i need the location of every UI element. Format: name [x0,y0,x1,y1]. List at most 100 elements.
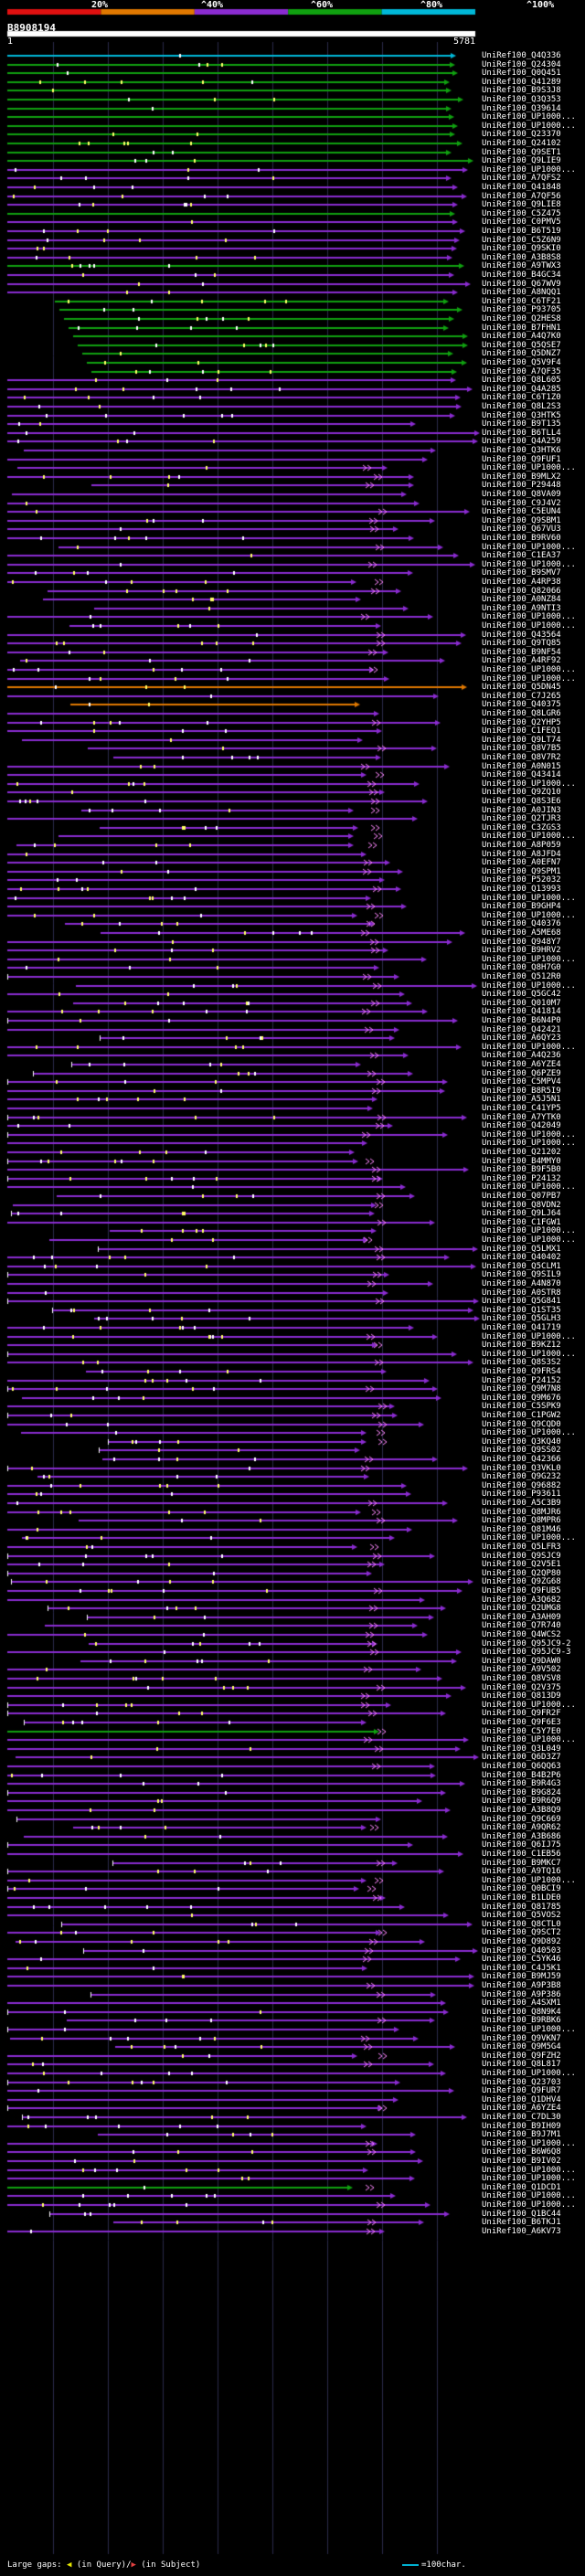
hit-label[interactable]: UniRef100_Q9ZQ10 [482,788,561,798]
hit-label[interactable]: UniRef100_UP1000... [482,910,576,920]
hit-label[interactable]: UniRef100_Q40402 [482,1253,561,1263]
hit-label[interactable]: UniRef100_Q9LT74 [482,735,561,745]
hit-label[interactable]: UniRef100_Q41848 [482,183,561,192]
hit-label[interactable]: UniRef100_C1FGW1 [482,1217,561,1227]
hit-label[interactable]: UniRef100_Q9FZH2 [482,2051,561,2061]
hit-label[interactable]: UniRef100_A3B8Q9 [482,1806,561,1815]
hit-label[interactable]: UniRef100_A3B8S8 [482,252,561,262]
hit-label[interactable]: UniRef100_B9J7M1 [482,2130,561,2140]
hit-label[interactable]: UniRef100_A9V502 [482,1665,561,1675]
hit-label[interactable]: UniRef100_UP1000... [482,832,576,842]
hit-label[interactable]: UniRef100_Q4A259 [482,437,561,447]
hit-label[interactable]: UniRef100_A4N870 [482,1279,561,1288]
hit-label[interactable]: UniRef100_A9NTI3 [482,603,561,613]
hit-label[interactable]: UniRef100_C6TF21 [482,296,561,306]
hit-label[interactable]: UniRef100_C5SPK9 [482,1402,561,1412]
hit-label[interactable]: UniRef100_UP1000... [482,121,576,131]
hit-label[interactable]: UniRef100_Q39614 [482,103,561,113]
hit-label[interactable]: UniRef100_UP1000... [482,463,576,473]
hit-label[interactable]: UniRef100_A0STR8 [482,1288,561,1298]
hit-label[interactable]: UniRef100_A8NQQ1 [482,288,561,298]
hit-label[interactable]: UniRef100_A9P3B8 [482,1981,561,1990]
hit-label[interactable]: UniRef100_Q21202 [482,1148,561,1157]
hit-label[interactable]: UniRef100_B9IH09 [482,2121,561,2131]
hit-label[interactable]: UniRef100_Q9SCT2 [482,1928,561,1938]
hit-label[interactable]: UniRef100_Q43564 [482,630,561,640]
hit-label[interactable]: UniRef100_Q3HTK5 [482,410,561,420]
hit-label[interactable]: UniRef100_Q2QP80 [482,1568,561,1578]
hit-label[interactable]: UniRef100_C0PMV5 [482,217,561,228]
hit-label[interactable]: UniRef100_B4B2P6 [482,1770,561,1780]
hit-label[interactable]: UniRef100_Q5V9F4 [482,358,561,367]
hit-label[interactable]: UniRef100_UP1000... [482,1735,576,1745]
hit-label[interactable]: UniRef100_Q9FUF1 [482,454,561,464]
hit-label[interactable]: UniRef100_Q41719 [482,1323,561,1332]
hit-label[interactable]: UniRef100_Q1DHV4 [482,2094,561,2104]
hit-label[interactable]: UniRef100_B9IV02 [482,2157,561,2166]
hit-label[interactable]: UniRef100_C3ZGS3 [482,822,561,832]
hit-label[interactable]: UniRef100_Q6PZE9 [482,1068,561,1078]
hit-label[interactable]: UniRef100_A3AH09 [482,1612,561,1622]
hit-label[interactable]: UniRef100_UP1000... [482,2191,576,2201]
hit-label[interactable]: UniRef100_A8P059 [482,841,561,850]
hit-label[interactable]: UniRef100_Q41289 [482,77,561,87]
hit-label[interactable]: UniRef100_Q40376 [482,919,561,929]
hit-label[interactable]: UniRef100_UP1000... [482,1875,576,1885]
hit-label[interactable]: UniRef100_Q9TQ85 [482,639,561,649]
hit-label[interactable]: UniRef100_UP1000... [482,612,576,622]
hit-label[interactable]: UniRef100_Q9FUB5 [482,1586,561,1595]
hit-label[interactable]: UniRef100_C5Z6N9 [482,235,561,245]
hit-label[interactable]: UniRef100_Q9M7N8 [482,1384,561,1394]
hit-label[interactable]: UniRef100_Q2HES8 [482,314,561,323]
hit-label[interactable]: UniRef100_Q8LGR6 [482,709,561,718]
hit-label[interactable]: UniRef100_Q9M676 [482,1393,561,1403]
hit-label[interactable]: UniRef100_P52032 [482,875,561,885]
hit-label[interactable]: UniRef100_Q9LIE9 [482,156,561,166]
hit-label[interactable]: UniRef100_Q5GC42 [482,990,561,1000]
hit-label[interactable]: UniRef100_Q40375 [482,700,561,710]
hit-label[interactable]: UniRef100_Q4A285 [482,384,561,394]
hit-label[interactable]: UniRef100_B9HRV2 [482,946,561,956]
hit-label[interactable]: UniRef100_UP1000... [482,2200,576,2210]
hit-label[interactable]: UniRef100_Q5VOS2 [482,1911,561,1921]
hit-label[interactable]: UniRef100_B9G824 [482,1787,561,1797]
hit-label[interactable]: UniRef100_Q813D9 [482,1691,561,1701]
hit-label[interactable]: UniRef100_Q9SKI0 [482,244,561,254]
hit-label[interactable]: UniRef100_A5C3B9 [482,1499,561,1508]
hit-label[interactable]: UniRef100_Q67WV9 [482,279,561,289]
hit-label[interactable]: UniRef100_Q5DN45 [482,683,561,693]
hit-label[interactable]: UniRef100_Q9FRS4 [482,1367,561,1376]
hit-label[interactable]: UniRef100_Q81M46 [482,1524,561,1534]
hit-label[interactable]: UniRef100_Q9ZG68 [482,1577,561,1587]
hit-label[interactable]: UniRef100_Q9SET1 [482,147,561,157]
hit-label[interactable]: UniRef100_B6T519 [482,227,561,236]
hit-label[interactable]: UniRef100_B4GC34 [482,270,561,280]
hit-label[interactable]: UniRef100_P24152 [482,1375,561,1385]
hit-label[interactable]: UniRef100_B8R5I9 [482,1086,561,1096]
hit-label[interactable]: UniRef100_B9T135 [482,419,561,429]
hit-label[interactable]: UniRef100_Q81785 [482,1902,561,1912]
hit-label[interactable]: UniRef100_Q3VKL0 [482,1463,561,1473]
hit-label[interactable]: UniRef100_B9R4G3 [482,1779,561,1789]
hit-label[interactable]: UniRef100_Q9F6E3 [482,1718,561,1727]
hit-label[interactable]: UniRef100_Q96882 [482,1480,561,1490]
hit-label[interactable]: UniRef100_B9F5B0 [482,1165,561,1175]
hit-label[interactable]: UniRef100_Q8S3E6 [482,797,561,806]
hit-label[interactable]: UniRef100_Q9DAW0 [482,1656,561,1666]
hit-label[interactable]: UniRef100_UP1000... [482,779,576,789]
hit-label[interactable]: UniRef100_Q3L049 [482,1744,561,1754]
hit-label[interactable]: UniRef100_Q6IJ75 [482,1840,561,1850]
hit-label[interactable]: UniRef100_Q23703 [482,2077,561,2087]
hit-label[interactable]: UniRef100_Q3KQ40 [482,1436,561,1447]
hit-label[interactable]: UniRef100_Q43414 [482,770,561,780]
hit-label[interactable]: UniRef100_Q9VKN7 [482,2033,561,2043]
hit-label[interactable]: UniRef100_Q42421 [482,1024,561,1034]
hit-label[interactable]: UniRef100_C1EB56 [482,1850,561,1859]
hit-label[interactable]: UniRef100_Q8MJR6 [482,1507,561,1517]
hit-label[interactable]: UniRef100_UP1000... [482,621,576,631]
hit-label[interactable]: UniRef100_A9P386 [482,1989,561,1999]
hit-label[interactable]: UniRef100_UP1000... [482,112,576,122]
hit-label[interactable]: UniRef100_UP1000... [482,665,576,674]
hit-label[interactable]: UniRef100_Q3HTK6 [482,446,561,455]
hit-label[interactable]: UniRef100_B9MLX2 [482,472,561,482]
